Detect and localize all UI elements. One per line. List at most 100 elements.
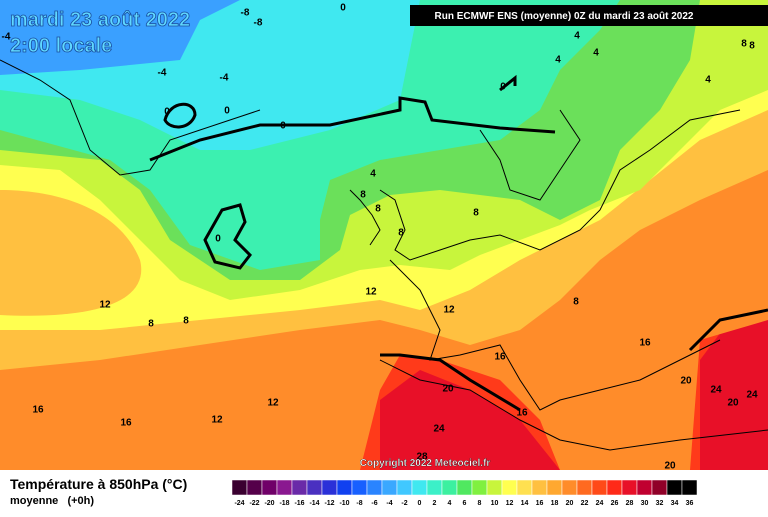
scale-swatch [576,479,593,496]
scale-label: -2 [401,500,407,507]
contour-label: 0 [500,82,506,93]
scale-swatch [351,479,368,496]
scale-swatch [531,479,548,496]
legend-subtitle: moyenne (+0h) [10,495,94,507]
color-scale: -24 -22 -20 -18 -16 -14 -12 -10 -8 -6 -4 -2 0 2 4 6 8 10 1… [231,479,698,507]
contour-label: 8 [473,208,479,219]
scale-swatch [411,479,428,496]
scale-swatch [396,479,413,496]
scale-label: 2 [433,500,437,507]
contour-label: 8 [741,39,747,50]
contour-label: 8 [749,41,755,52]
scale-label: 22 [581,500,589,507]
scale-label: -24 [234,500,244,507]
scale-swatch [681,479,698,496]
scale-label: 4 [448,500,452,507]
scale-label: -12 [324,500,334,507]
scale-label: 16 [536,500,544,507]
scale-label: 8 [478,500,482,507]
scale-swatch [441,479,458,496]
contour-label: 0 [164,107,170,118]
contour-label: 16 [120,418,132,429]
scale-swatch [591,479,608,496]
contour-label: 8 [573,297,579,308]
run-info: Run ECMWF ENS (moyenne) 0Z du mardi 23 a… [435,11,694,22]
contour-label: 12 [443,305,455,316]
scale-swatch [321,479,338,496]
temperature-field [0,0,768,470]
legend-title: Température à 850hPa (°C) [10,476,187,492]
scale-label: 0 [418,500,422,507]
contour-label: 28 [416,452,428,463]
scale-swatch [276,479,293,496]
scale-label: 10 [491,500,499,507]
contour-label: 12 [267,398,279,409]
scale-label: -6 [371,500,377,507]
contour-label: 20 [442,384,454,395]
scale-label: -22 [249,500,259,507]
scale-label: 34 [671,500,679,507]
copyright: Copyright 2022 Meteociel.fr [360,458,491,469]
scale-label: 24 [596,500,604,507]
contour-label: 8 [183,316,189,327]
scale-label: 26 [611,500,619,507]
contour-label: 12 [99,300,111,311]
borders [380,308,768,412]
contour-label: 8 [148,319,154,330]
scale-label: -8 [356,500,362,507]
contour-label: 12 [211,415,223,426]
scale-label: -14 [309,500,319,507]
contour-label: 16 [516,408,528,419]
scale-swatch [516,479,533,496]
contour-label: 16 [32,405,44,416]
zero-contours [149,74,556,270]
scale-label: 18 [551,500,559,507]
contour-label: 24 [746,390,758,401]
contour-label: -8 [254,18,263,29]
scale-swatch [456,479,473,496]
scale-label: -18 [279,500,289,507]
contour-label: 8 [398,228,404,239]
contour-label: 4 [593,48,599,59]
contour-label: -4 [2,32,11,43]
contour-label: 24 [710,385,722,396]
contour-label: 20 [680,376,692,387]
scale-swatch [336,479,353,496]
scale-label: 14 [521,500,529,507]
scale-swatch [471,479,488,496]
scale-label: -16 [294,500,304,507]
contour-label: 0 [280,121,286,132]
scale-label: 12 [506,500,514,507]
scale-swatch [261,479,278,496]
scale-swatch [231,479,248,496]
scale-label: 30 [641,500,649,507]
scale-label: 32 [656,500,664,507]
contour-label: 8 [375,204,381,215]
scale-swatch [546,479,563,496]
contour-label: -4 [220,73,229,84]
contour-label: 0 [215,234,221,245]
contour-label: -4 [158,68,167,79]
scale-swatch [306,479,323,496]
scale-swatch [246,479,263,496]
contour-label: 16 [494,352,506,363]
scale-swatch [636,479,653,496]
map-date: mardi 23 août 2022 [10,9,190,31]
contour-label: 8 [360,190,366,201]
scale-swatch [621,479,638,496]
scale-swatch [561,479,578,496]
scale-swatch [606,479,623,496]
scale-label: -10 [339,500,349,507]
coastlines [0,59,768,451]
scale-label: 36 [686,500,694,507]
map-time: 2:00 locale [10,35,112,57]
contour-label: -8 [241,8,250,19]
scale-label: 20 [566,500,574,507]
run-box [410,5,768,26]
contour-label: 4 [574,31,580,42]
contour-label: 16 [639,338,651,349]
scale-swatch [381,479,398,496]
contour-label: 20 [727,398,739,409]
